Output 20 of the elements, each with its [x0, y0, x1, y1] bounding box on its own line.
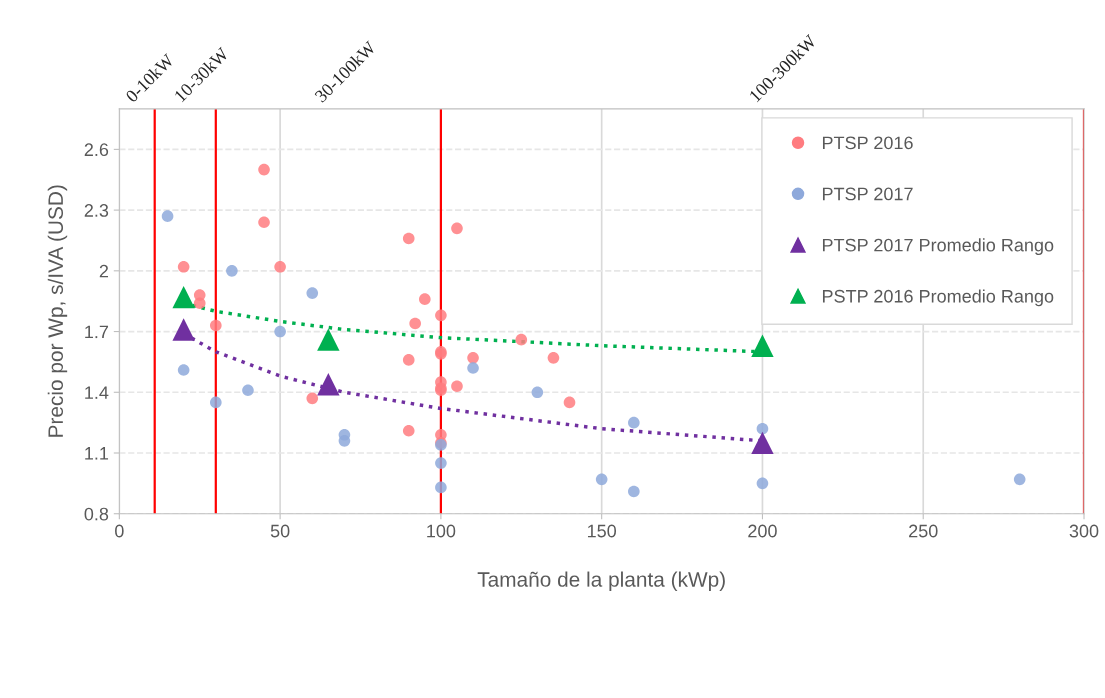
y-tick-label: 0.8: [84, 507, 109, 521]
y-tick-label: 1.4: [85, 386, 109, 399]
y-axis-title: Precio por Wp, s/IVA (USD): [47, 185, 68, 437]
y-tick-label: 1.7: [85, 325, 109, 339]
y-tick-label: 2.6: [84, 143, 109, 157]
x-tick-label: 150: [587, 524, 617, 538]
y-tick-label: 2.3: [84, 204, 109, 217]
y-tick-label: 1.1: [85, 447, 109, 460]
legend-label: PTSP 2017 Promedio Rango: [822, 238, 1054, 256]
legend-label: PTSP 2017: [822, 187, 913, 201]
legend-label: PTSP 2016: [822, 136, 913, 150]
x-tick-label: 50: [270, 524, 290, 538]
x-tick-label: 250: [909, 524, 938, 538]
x-tick-label: 100: [427, 524, 456, 538]
y-tick-label: 2: [99, 264, 109, 278]
x-tick-label: 300: [1069, 524, 1099, 538]
x-axis-title: Tamaño de la planta (kWp): [477, 571, 725, 591]
legend-label: PSTP 2016 Promedio Rango: [822, 289, 1054, 307]
x-tick-label: 200: [748, 524, 777, 538]
x-tick-label: 0: [115, 524, 124, 538]
